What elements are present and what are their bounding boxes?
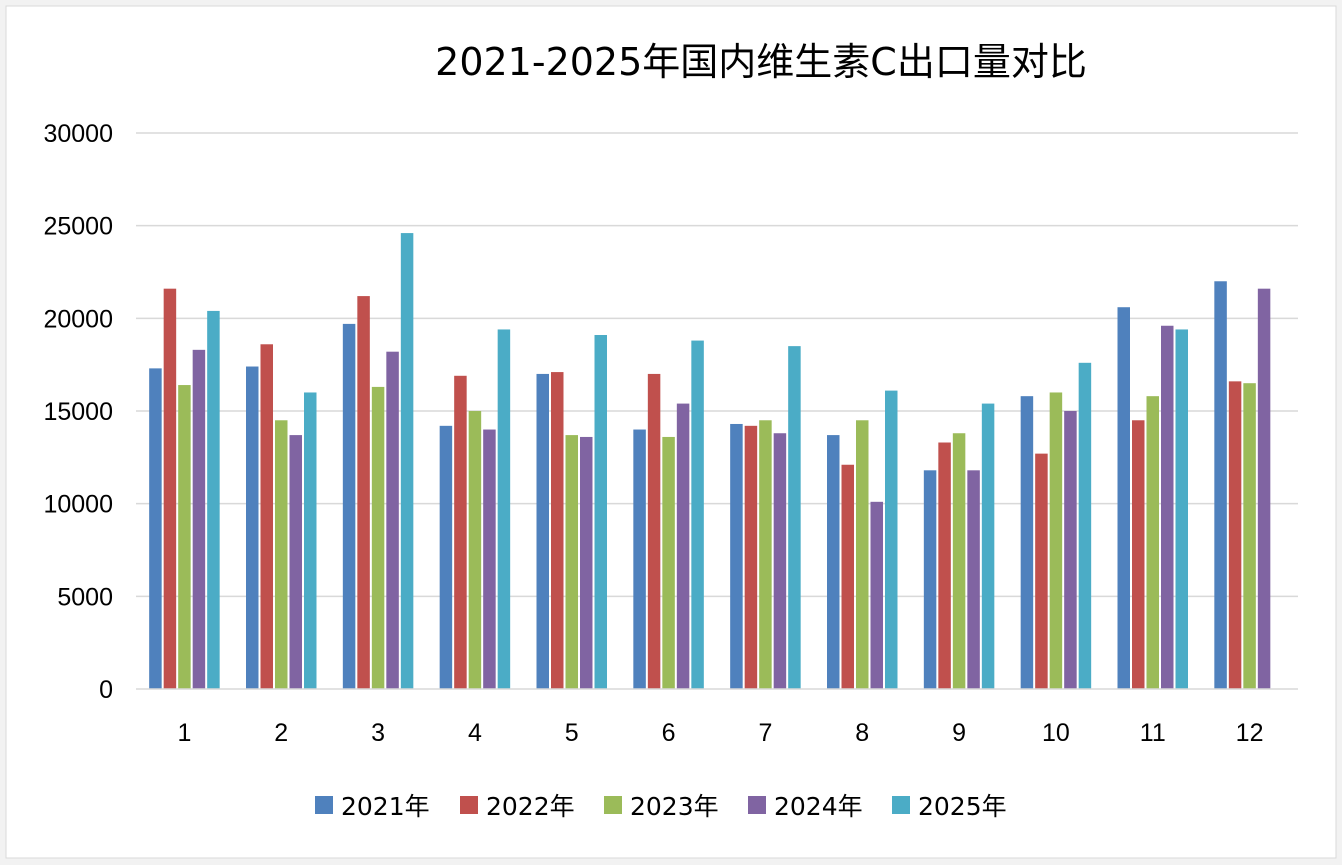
bar-2021年-5 <box>536 373 549 689</box>
bar-2021年-2 <box>246 366 259 689</box>
bar-2022年-7 <box>744 425 758 689</box>
bar-2021年-11 <box>1117 307 1130 689</box>
x-tick-label: 2 <box>274 719 288 747</box>
legend-swatch <box>315 796 333 814</box>
y-tick-label: 25000 <box>43 213 113 241</box>
bar-2024年-4 <box>483 429 496 689</box>
bar-2022年-12 <box>1228 381 1242 689</box>
x-tick-label: 3 <box>371 719 385 747</box>
bar-2025年-11 <box>1175 329 1188 689</box>
chart-title: 2021-2025年国内维生素C出口量对比 <box>435 40 1087 84</box>
y-axis-ticks: 0 5000 10000 15000 20000 25000 30000 <box>43 120 113 704</box>
bar-2023年-11 <box>1146 396 1159 689</box>
legend-label: 2025年 <box>918 792 1007 821</box>
x-tick-label: 7 <box>758 719 772 747</box>
bar-2024年-6 <box>676 403 690 689</box>
bar-2021年-4 <box>439 425 453 689</box>
gridlines <box>136 132 1298 598</box>
bar-2023年-3 <box>371 386 385 689</box>
y-tick-label: 20000 <box>43 305 113 333</box>
bar-2021年-6 <box>633 429 646 689</box>
x-tick-label: 6 <box>662 719 676 747</box>
bar-2024年-1 <box>192 349 206 689</box>
y-tick-label: 10000 <box>43 491 113 519</box>
bar-2022年-5 <box>551 372 564 689</box>
bar-2023年-8 <box>856 420 869 689</box>
bar-2024年-10 <box>1064 411 1077 689</box>
x-tick-label: 1 <box>177 719 191 747</box>
legend-swatch <box>748 796 766 814</box>
y-tick-label: 15000 <box>43 398 113 426</box>
bar-2025年-3 <box>400 233 414 689</box>
bar-2025年-4 <box>497 329 511 689</box>
bar-2024年-5 <box>580 436 593 689</box>
bar-2021年-8 <box>827 435 840 689</box>
y-tick-label: 30000 <box>43 120 113 148</box>
y-tick-label: 0 <box>99 676 113 704</box>
bar-2022年-3 <box>357 296 370 689</box>
bar-2023年-7 <box>759 420 772 689</box>
bar-2022年-11 <box>1132 420 1145 689</box>
bar-2025年-6 <box>691 340 704 689</box>
bar-2024年-9 <box>967 470 980 689</box>
bar-2023年-6 <box>662 436 675 689</box>
bar-2022年-10 <box>1035 453 1048 689</box>
x-axis-ticks: 1 2 3 4 5 6 7 8 9 10 11 12 <box>177 719 1263 747</box>
bar-2022年-4 <box>454 375 467 689</box>
chart-area <box>5 5 1337 859</box>
bar-2022年-8 <box>841 464 854 689</box>
bar-2024年-11 <box>1161 325 1174 689</box>
bar-2022年-2 <box>260 344 273 689</box>
bar-2021年-1 <box>149 368 162 689</box>
legend-swatch <box>892 796 910 814</box>
bar-2023年-1 <box>178 385 191 689</box>
bar-2023年-9 <box>952 433 966 689</box>
bar-2025年-2 <box>304 392 317 689</box>
bars <box>149 233 1271 689</box>
x-tick-label: 5 <box>565 719 579 747</box>
legend-label: 2024年 <box>774 792 863 821</box>
x-tick-label: 10 <box>1042 719 1070 747</box>
bar-2021年-10 <box>1020 396 1034 689</box>
bar-2025年-7 <box>788 346 801 689</box>
bar-2021年-12 <box>1214 281 1227 689</box>
bar-2022年-1 <box>163 288 177 689</box>
x-tick-label: 4 <box>468 719 482 747</box>
bar-2023年-10 <box>1049 392 1063 689</box>
y-tick-label: 5000 <box>57 583 113 611</box>
bar-2022年-6 <box>647 373 661 689</box>
legend: 2021年 2022年 2023年 2024年 2025年 <box>315 792 1007 821</box>
bar-2024年-3 <box>386 351 399 689</box>
x-tick-label: 9 <box>952 719 966 747</box>
bar-2023年-5 <box>565 435 578 689</box>
bar-2025年-10 <box>1078 362 1092 689</box>
bar-2023年-4 <box>468 411 482 689</box>
bar-2021年-9 <box>923 470 937 689</box>
bar-2025年-1 <box>207 310 220 689</box>
x-tick-label: 11 <box>1140 719 1166 747</box>
legend-label: 2021年 <box>341 792 430 821</box>
bar-2024年-12 <box>1257 288 1271 689</box>
bar-2023年-2 <box>275 420 288 689</box>
bar-2024年-7 <box>773 433 787 689</box>
x-tick-label: 8 <box>855 719 869 747</box>
bar-2024年-8 <box>870 501 883 689</box>
legend-label: 2022年 <box>486 792 575 821</box>
bar-2022年-9 <box>938 442 951 689</box>
bar-2025年-9 <box>981 403 995 689</box>
x-tick-label: 12 <box>1236 719 1264 747</box>
legend-label: 2023年 <box>630 792 719 821</box>
bar-2024年-2 <box>289 435 302 689</box>
bar-2025年-5 <box>594 335 607 689</box>
bar-2025年-8 <box>885 390 898 689</box>
bar-2021年-7 <box>730 423 743 689</box>
legend-swatch <box>460 796 478 814</box>
legend-swatch <box>604 796 622 814</box>
bar-2021年-3 <box>342 323 356 689</box>
bar-2023年-12 <box>1243 383 1256 689</box>
